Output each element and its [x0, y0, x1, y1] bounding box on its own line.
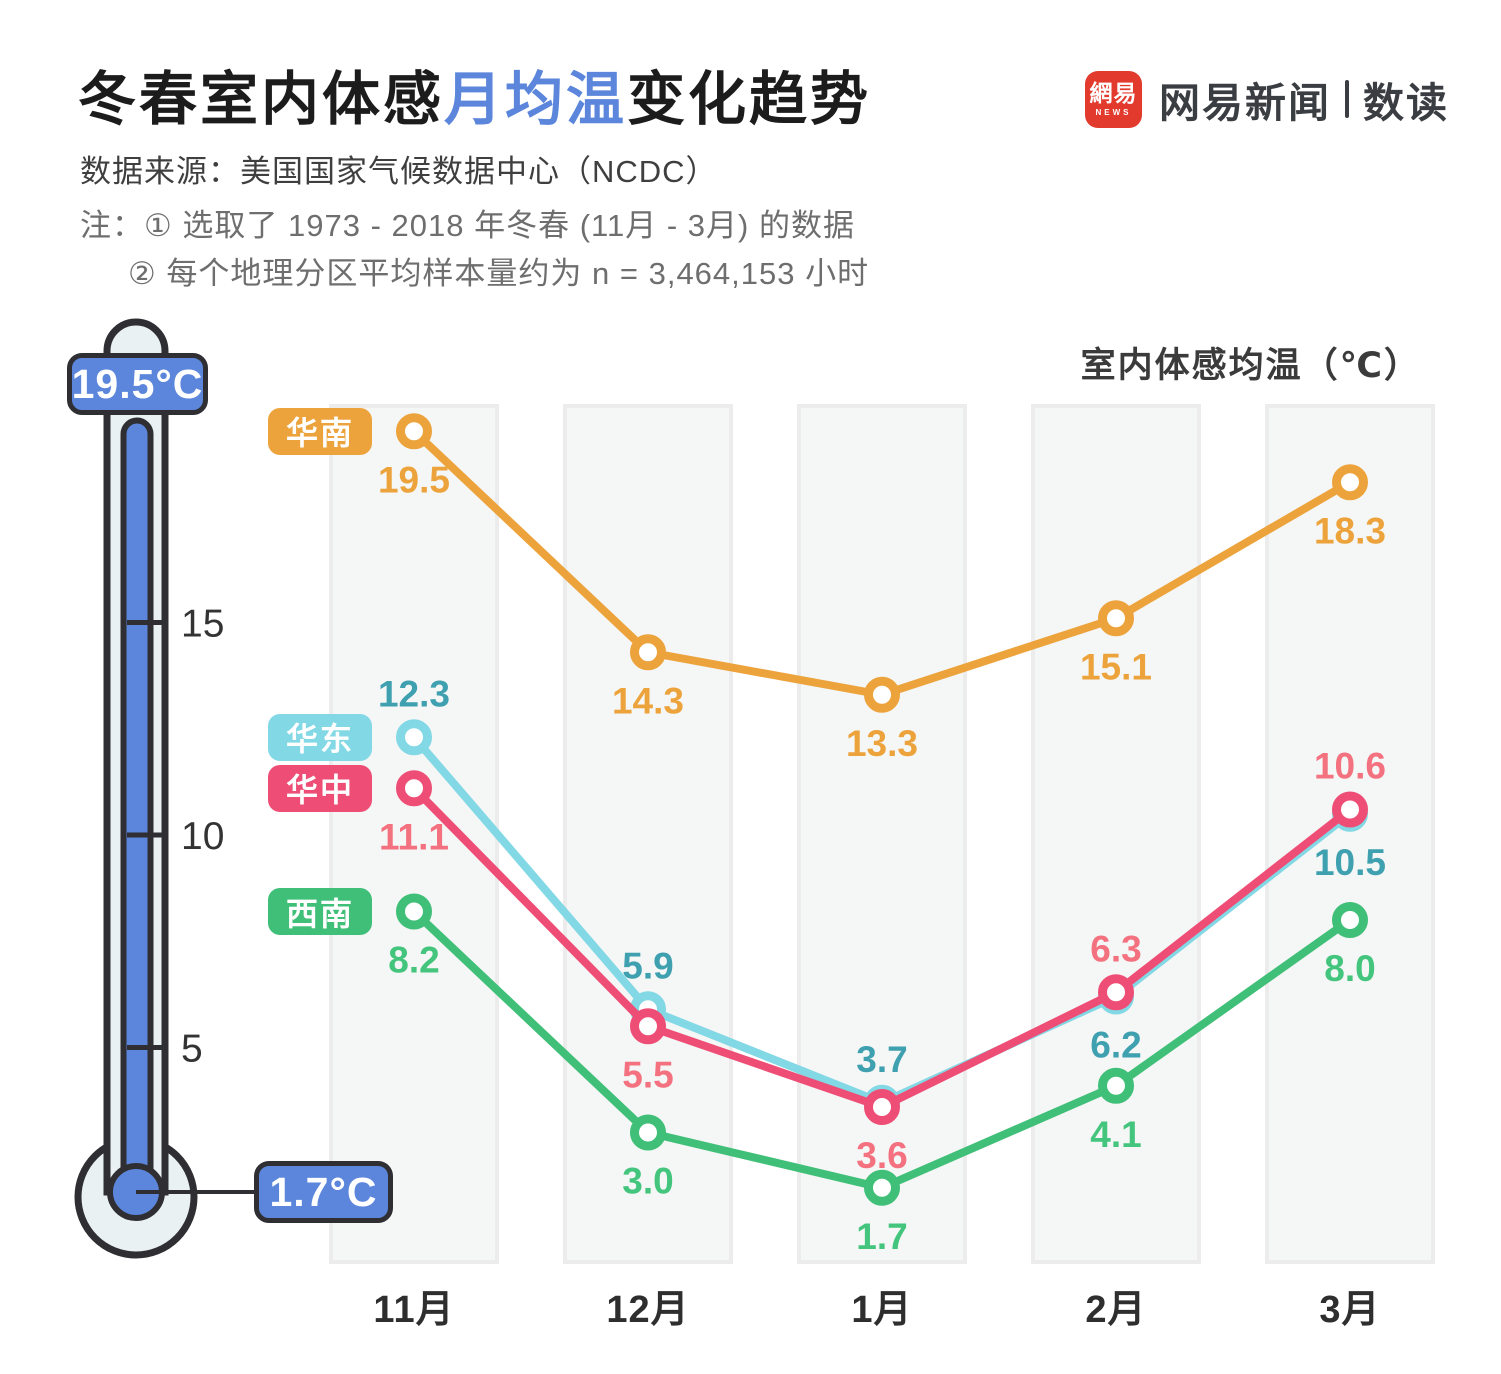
data-point: [1332, 464, 1368, 501]
value-label: 3.6: [856, 1135, 907, 1176]
value-label: 10.6: [1314, 746, 1386, 787]
series-line: [410, 907, 1354, 1192]
note-line-2: ② 每个地理分区平均样本量约为 n = 3,464,153 小时: [128, 256, 870, 291]
data-point: [396, 719, 432, 756]
page-title: 冬春室内体感月均温变化趋势: [78, 52, 871, 136]
month-band: [797, 404, 967, 1264]
value-label: 4.1: [1090, 1114, 1141, 1155]
value-label: 19.5: [378, 459, 450, 500]
x-axis-label: 3月: [1319, 1289, 1380, 1331]
value-label: 1.7: [856, 1216, 907, 1257]
thermometer-tick-label: 15: [181, 603, 224, 646]
series-legend-pill: 华东: [268, 713, 372, 761]
data-point: [630, 634, 666, 671]
value-label: 3.7: [856, 1039, 907, 1080]
value-label: 14.3: [612, 680, 684, 721]
value-label: 8.2: [388, 940, 439, 981]
thermometer-tick-label: 10: [181, 815, 224, 858]
data-point: [396, 413, 432, 450]
x-axis-label: 2月: [1085, 1289, 1146, 1331]
brand-divider: [1345, 80, 1349, 118]
value-label: 6.2: [1090, 1025, 1141, 1066]
value-label: 12.3: [378, 673, 450, 714]
value-label: 15.1: [1080, 646, 1152, 687]
data-point: [396, 893, 432, 930]
value-label: 3.0: [622, 1161, 673, 1202]
data-point: [1332, 795, 1368, 832]
value-label: 5.5: [622, 1054, 673, 1095]
page-title-accent: 月均温: [444, 67, 628, 132]
page-title-prefix: 冬春室内体感: [78, 67, 445, 132]
thermometer-tube: [103, 318, 169, 1196]
value-label: 8.0: [1324, 948, 1375, 989]
data-point: [1098, 600, 1134, 637]
netease-logo-en: NEWS: [1095, 108, 1132, 117]
value-label: 18.3: [1314, 510, 1386, 551]
series-legend-pill: 西南: [268, 888, 372, 935]
page-title-suffix: 变化趋势: [627, 67, 872, 132]
month-band: [563, 404, 733, 1264]
data-point: [630, 991, 666, 1028]
month-band: [1265, 404, 1435, 1264]
netease-logo-cn: 網易: [1089, 80, 1138, 106]
y-axis-title: 室内体感均温（℃）: [1080, 346, 1421, 385]
data-point: [630, 1008, 666, 1045]
value-label: 6.3: [1090, 928, 1141, 969]
value-label: 11.1: [379, 816, 449, 857]
data-point: [1098, 1067, 1134, 1104]
series-legend-pill: 华中: [268, 764, 372, 812]
data-point: [864, 1089, 900, 1125]
netease-logo-icon: 網易 NEWS: [1085, 70, 1142, 128]
data-point: [864, 1084, 900, 1121]
data-point: [1098, 978, 1134, 1015]
data-source: 数据来源：美国国家气候数据中心（NCDC）: [80, 154, 718, 189]
series-line: [410, 784, 1354, 1111]
thermometer-mercury-column: [120, 417, 154, 1195]
note-line-1: 注：① 选取了 1973 - 2018 年冬春 (11月 - 3月) 的数据: [80, 208, 855, 243]
month-band: [1031, 404, 1201, 1264]
brand-name: 网易新闻: [1159, 80, 1331, 126]
data-point: [1098, 974, 1134, 1011]
x-axis-label: 11月: [373, 1289, 454, 1331]
data-point: [630, 1114, 666, 1151]
netease-logo: 網易 NEWS 网易新闻 数读: [1085, 70, 1449, 128]
month-band: [329, 404, 499, 1264]
data-point: [1332, 902, 1368, 938]
value-label: 5.9: [622, 945, 673, 986]
thermometer-mercury-bulb: [107, 1163, 165, 1221]
data-point: [864, 676, 900, 713]
thermometer-tick-label: 5: [181, 1028, 203, 1071]
data-point: [864, 1169, 900, 1206]
x-axis-label: 1月: [851, 1289, 912, 1331]
x-axis-label: 12月: [606, 1289, 689, 1331]
series-line: [410, 427, 1354, 699]
data-point: [1332, 791, 1368, 828]
brand-sub-name: 数读: [1363, 80, 1449, 126]
series-line: [410, 733, 1354, 1107]
thermometer-min-badge: 1.7°C: [254, 1161, 393, 1223]
thermometer-max-badge: 19.5°C: [67, 353, 208, 415]
thermometer-bulb: [74, 1135, 198, 1259]
data-point: [396, 770, 432, 807]
series-legend-pill: 华南: [268, 407, 372, 455]
value-label: 13.3: [846, 723, 918, 764]
value-label: 10.5: [1314, 842, 1386, 883]
